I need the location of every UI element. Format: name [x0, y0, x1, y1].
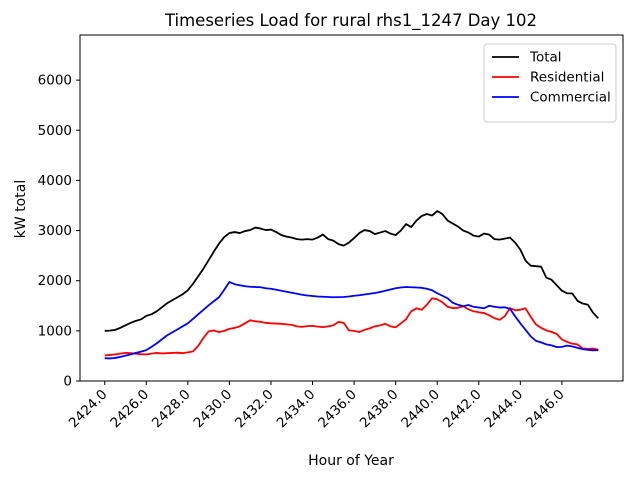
series-line-commercial	[104, 281, 599, 360]
x-axis-label: Hour of Year	[308, 453, 394, 469]
series-line-total	[104, 210, 599, 332]
series-line-residential	[104, 297, 599, 357]
x-tick-label: 2430.0	[191, 387, 236, 432]
y-tick-label: 1000	[38, 323, 72, 339]
y-tick-label: 5000	[38, 123, 72, 139]
legend-box	[483, 43, 617, 123]
y-axis-label: kW total	[13, 180, 29, 238]
chart-title: Timeseries Load for rural rhs1_1247 Day …	[164, 11, 537, 31]
x-tick-label: 2428.0	[149, 387, 194, 432]
x-tick-label: 2444.0	[481, 387, 526, 432]
x-tick-label: 2438.0	[357, 387, 402, 432]
y-tick-label: 2000	[38, 273, 72, 289]
legend-label-residential: Residential	[530, 70, 604, 86]
x-tick-label: 2434.0	[274, 387, 319, 432]
legend: Total Residential Commercial	[483, 43, 617, 123]
y-tick-label: 3000	[38, 223, 72, 239]
x-tick-label: 2440.0	[398, 387, 443, 432]
series-lines	[104, 210, 599, 360]
legend-label-commercial: Commercial	[530, 90, 611, 106]
x-tick-label: 2424.0	[66, 387, 111, 432]
y-tick-label: 6000	[38, 73, 72, 89]
y-tick-label: 4000	[38, 173, 72, 189]
x-tick-label: 2442.0	[440, 387, 485, 432]
y-tick-label: 0	[63, 374, 72, 390]
legend-label-total: Total	[529, 50, 562, 66]
x-tick-label: 2436.0	[315, 387, 360, 432]
x-tick-label: 2446.0	[523, 387, 568, 432]
x-tick-label: 2432.0	[232, 387, 277, 432]
x-tick-label: 2426.0	[107, 387, 152, 432]
